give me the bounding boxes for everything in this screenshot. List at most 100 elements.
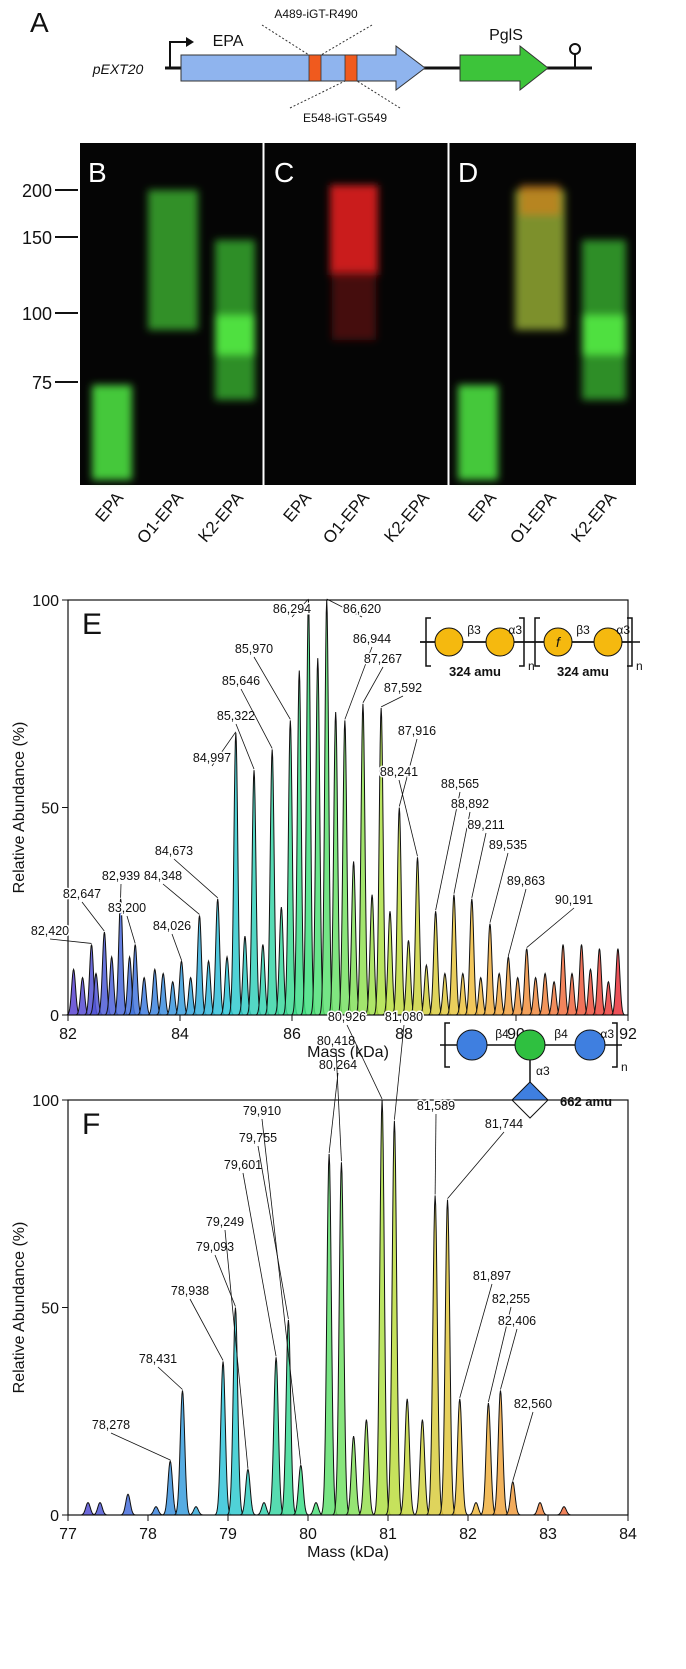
annotation: 80,926 bbox=[328, 1010, 366, 1024]
annotation-leader bbox=[253, 656, 291, 720]
glycan-residue bbox=[456, 1029, 488, 1061]
glycan-repeat: n bbox=[621, 1060, 628, 1074]
annotation-leader bbox=[110, 1432, 171, 1461]
promoter-head bbox=[186, 37, 194, 47]
annotation: 82,255 bbox=[492, 1292, 530, 1306]
lane-label: K2-EPA bbox=[567, 488, 620, 546]
annotation: 87,592 bbox=[384, 681, 422, 695]
annotation-leader bbox=[398, 738, 418, 807]
glycan-link: α3 bbox=[536, 1064, 550, 1078]
annotation-leader bbox=[459, 1283, 493, 1398]
annotation-leader bbox=[512, 1411, 534, 1481]
peak bbox=[450, 1398, 470, 1516]
x-tick-label: 82 bbox=[59, 1026, 77, 1043]
glycan-link: α3 bbox=[600, 1027, 614, 1041]
y-tick-label: 100 bbox=[32, 593, 59, 610]
annotation-leader bbox=[335, 1048, 342, 1162]
glycan-residue bbox=[485, 627, 515, 657]
annotation: 88,241 bbox=[380, 765, 418, 779]
peak bbox=[481, 923, 499, 1016]
glycan-link: α3 bbox=[616, 623, 630, 637]
annotation-leader bbox=[507, 888, 527, 957]
glycan-link: α3 bbox=[508, 623, 522, 637]
glycan-mass: 662 amu bbox=[560, 1094, 612, 1109]
annotation-leader bbox=[380, 695, 404, 708]
peak bbox=[427, 911, 444, 1016]
annotation: 82,560 bbox=[514, 1397, 552, 1411]
x-axis-label: Mass (kDa) bbox=[307, 1544, 389, 1561]
annotation-leader bbox=[328, 1072, 339, 1153]
annotation: 79,910 bbox=[243, 1104, 281, 1118]
x-tick-label: 77 bbox=[59, 1526, 77, 1543]
y-axis-label: Relative Abundance (%) bbox=[11, 1222, 28, 1394]
annotation: 84,997 bbox=[193, 751, 231, 765]
peak bbox=[147, 1506, 165, 1516]
glycan-mass: 324 amu bbox=[557, 664, 609, 679]
igt-site bbox=[344, 54, 358, 82]
panel-letter: A bbox=[30, 7, 49, 38]
annotation-leader bbox=[173, 858, 218, 899]
annotation: 81,589 bbox=[417, 1099, 455, 1113]
annotation-leader bbox=[344, 646, 373, 720]
lane-label: EPA bbox=[464, 488, 500, 526]
gene-label: EPA bbox=[213, 33, 244, 50]
peak bbox=[263, 749, 281, 1016]
annotation: 81,080 bbox=[385, 1010, 423, 1024]
lane-label: O1-EPA bbox=[133, 488, 187, 548]
annotation-leader bbox=[471, 832, 487, 898]
x-axis-label: Mass (kDa) bbox=[307, 1044, 389, 1061]
peak bbox=[213, 1361, 233, 1516]
peak bbox=[354, 703, 372, 1016]
glycan-residue bbox=[593, 627, 623, 657]
bands-d bbox=[458, 185, 626, 480]
annotation: 87,267 bbox=[364, 652, 402, 666]
annotation-leader bbox=[162, 883, 200, 915]
x-tick-label: 88 bbox=[395, 1026, 413, 1043]
annotation-leader bbox=[242, 1172, 277, 1357]
panel-letter: D bbox=[458, 157, 478, 188]
glycan-residue bbox=[543, 627, 573, 657]
annotation: 84,673 bbox=[155, 844, 193, 858]
peak bbox=[331, 1162, 351, 1516]
peak bbox=[609, 948, 627, 1016]
annotation: 85,646 bbox=[222, 674, 260, 688]
igt-site bbox=[308, 54, 322, 82]
annotation-leader bbox=[49, 938, 92, 944]
x-tick-label: 84 bbox=[619, 1526, 637, 1543]
peak bbox=[384, 1120, 404, 1516]
peak bbox=[91, 1501, 109, 1516]
annotation: 82,406 bbox=[498, 1314, 536, 1328]
site-leaders bbox=[261, 24, 401, 109]
annotation-leader bbox=[489, 852, 509, 923]
peak bbox=[118, 1493, 138, 1516]
glycan-residue bbox=[514, 1029, 546, 1061]
gel-letters: B C D bbox=[88, 157, 478, 188]
annotation: 78,938 bbox=[171, 1284, 209, 1298]
panel-letter: C bbox=[274, 157, 294, 188]
lane-labels: EPA O1-EPA K2-EPA EPA O1-EPA K2-EPA EPA O1-EPA K… bbox=[91, 488, 620, 548]
glycan-link: β4 bbox=[554, 1027, 568, 1041]
annotation: 81,897 bbox=[473, 1269, 511, 1283]
y-tick-label: 100 bbox=[32, 1093, 59, 1110]
annotation: 83,200 bbox=[108, 901, 146, 915]
terminator bbox=[569, 43, 581, 55]
x-tick-label: 84 bbox=[171, 1026, 189, 1043]
annotation-leader bbox=[211, 731, 237, 767]
annotation: 81,744 bbox=[485, 1117, 523, 1131]
peak bbox=[227, 732, 245, 1016]
glycan-residue bbox=[574, 1029, 606, 1061]
peak bbox=[412, 1419, 432, 1516]
bracket bbox=[612, 1022, 618, 1068]
annotation-leader bbox=[434, 1113, 437, 1195]
annotation: 82,420 bbox=[31, 924, 69, 938]
annotation-leader bbox=[362, 666, 384, 703]
bands-b bbox=[92, 190, 255, 480]
markers: 200 150 100 75 bbox=[22, 181, 52, 393]
glycan-repeat: n bbox=[636, 659, 643, 673]
peak bbox=[478, 1402, 498, 1516]
annotation-leader bbox=[126, 915, 136, 944]
lane-label: EPA bbox=[91, 488, 127, 526]
gene-label: PglS bbox=[489, 27, 523, 44]
